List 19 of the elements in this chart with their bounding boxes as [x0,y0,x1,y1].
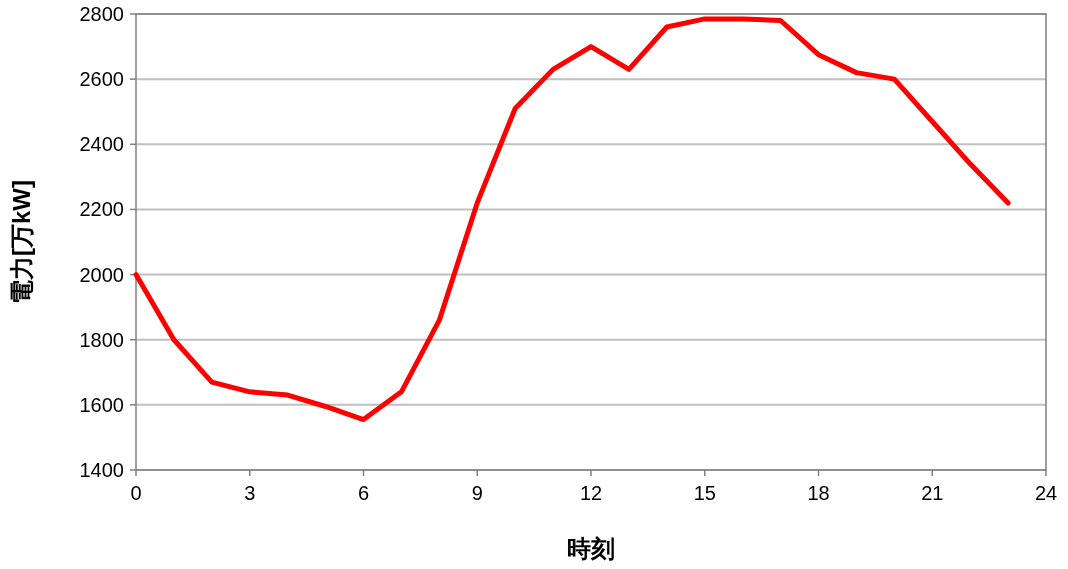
x-tick-label: 24 [1034,482,1058,504]
x-axis-title: 時刻 [567,535,615,562]
y-tick-label: 2200 [79,198,124,221]
y-tick-label: 2600 [79,68,124,91]
y-tick-label: 2400 [79,133,124,156]
x-tick-label: 12 [579,482,603,504]
x-tick-label: 9 [471,482,483,504]
y-tick-label: 1600 [79,393,124,416]
x-tick-label: 6 [357,482,370,504]
x-tick-label: 3 [244,482,256,504]
y-tick-label: 1400 [79,459,124,481]
y-tick-label: 1800 [79,328,124,351]
x-tick-label: 21 [921,482,944,504]
y-tick-label: 2000 [79,263,124,286]
x-tick-label: 15 [693,482,716,504]
y-tick-label: 2800 [79,3,124,25]
x-tick-label: 18 [807,482,830,504]
x-tick-label: 0 [130,482,142,504]
y-axis-title: 電力[万kW] [8,180,35,304]
